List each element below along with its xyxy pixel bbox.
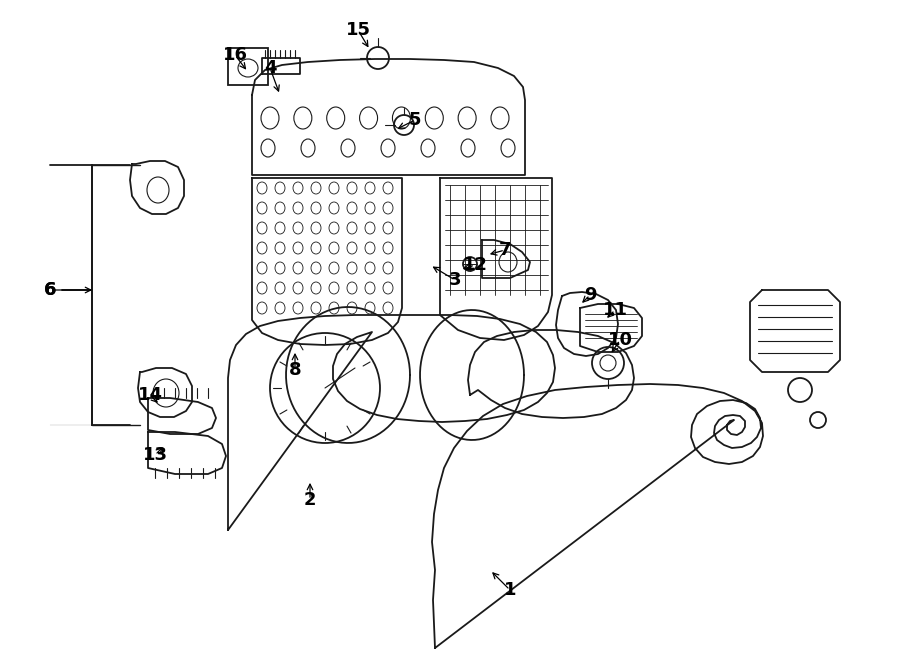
Text: 5: 5 xyxy=(409,111,421,129)
Text: 6: 6 xyxy=(44,281,56,299)
Text: 8: 8 xyxy=(289,361,302,379)
Text: 11: 11 xyxy=(602,301,627,319)
Text: 1: 1 xyxy=(504,581,517,599)
Text: 15: 15 xyxy=(346,21,371,39)
Text: 6: 6 xyxy=(44,281,56,299)
Text: 14: 14 xyxy=(138,386,163,404)
Text: 10: 10 xyxy=(608,331,633,349)
Text: 12: 12 xyxy=(463,256,488,274)
Text: 2: 2 xyxy=(304,491,316,509)
Text: 7: 7 xyxy=(499,241,511,259)
Text: 13: 13 xyxy=(142,446,167,464)
Text: 4: 4 xyxy=(264,59,276,77)
Text: 16: 16 xyxy=(222,46,248,64)
Bar xyxy=(228,48,268,85)
Text: 3: 3 xyxy=(449,271,461,289)
Text: 9: 9 xyxy=(584,286,596,304)
